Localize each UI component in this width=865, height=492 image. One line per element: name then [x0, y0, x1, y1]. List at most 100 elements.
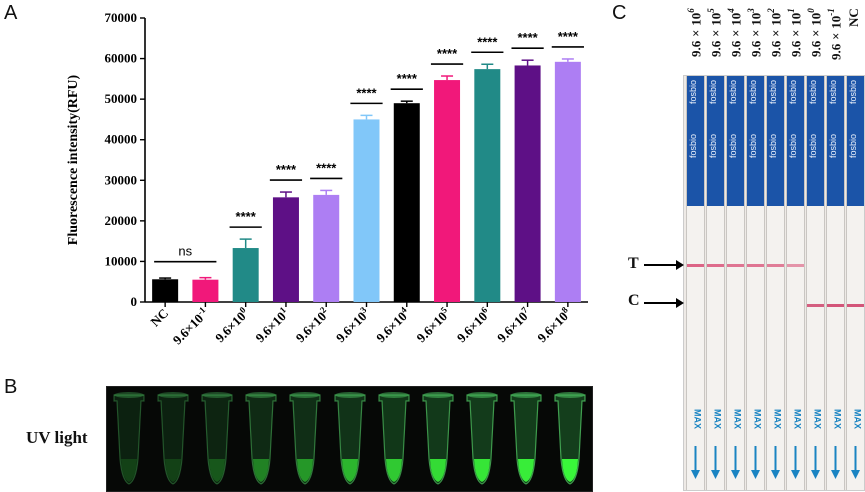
panel-label-b: B	[4, 376, 18, 398]
strip-label-exponent: -1	[825, 8, 836, 16]
y-tick-label: 20000	[105, 213, 138, 228]
bar-chart: 0 10000 20000 30000 40000 50000 60000 70000 Fluo…	[66, 10, 588, 347]
bar	[313, 194, 340, 302]
strip-brand-text: fosbio	[747, 80, 758, 105]
significance-label: ****	[276, 162, 297, 177]
strip-sample-pad	[806, 76, 824, 206]
test-strip: fosbio fosbio MAX	[745, 76, 765, 490]
x-tick-exponent: 1	[278, 304, 289, 315]
panel-label-c: C	[612, 2, 627, 24]
strip-t-line	[786, 264, 804, 267]
uv-tube	[377, 389, 411, 487]
test-strip: fosbio fosbio MAX	[845, 76, 864, 490]
strip-label-exponent: 1	[785, 8, 796, 13]
uv-tube	[553, 389, 587, 487]
strip-brand-text: fosbio	[687, 80, 698, 105]
strip-sample-pad	[726, 76, 744, 206]
y-tick-label: 0	[131, 294, 138, 309]
strip-label: 9.6×103	[745, 8, 763, 57]
uv-tube	[112, 389, 146, 487]
strip-sample-pad	[686, 76, 704, 206]
x-tick-exponent: 4	[398, 304, 409, 315]
strip-brand-text: fosbio	[827, 80, 838, 105]
strip-brand-text: fosbio	[687, 134, 698, 159]
strip-max-text: MAX	[852, 409, 863, 429]
strip-down-arrow-icon	[790, 446, 801, 480]
x-tick-exponent: 0	[237, 304, 248, 315]
x-tick-label: 9.6×105	[413, 304, 454, 345]
bar	[232, 248, 259, 302]
test-strip: fosbio fosbio MAX	[725, 76, 745, 490]
uv-tube	[244, 389, 278, 487]
strip-c-line	[826, 304, 844, 307]
test-strip: fosbio fosbio MAX	[685, 76, 705, 490]
strip-label: 9.6×104	[725, 8, 743, 57]
bar	[393, 103, 420, 302]
strip-max-text: MAX	[772, 409, 783, 429]
y-tick-label: 70000	[105, 10, 138, 25]
significance-label: ****	[236, 209, 257, 224]
x-tick-exponent: 3	[358, 304, 369, 315]
strip-sample-pad	[746, 76, 764, 206]
strip-label-exponent: 0	[805, 8, 816, 13]
x-tick-label: 9.6×100	[211, 304, 252, 345]
strip-label-exponent: 4	[725, 8, 736, 13]
x-tick-label: 9.6×102	[292, 304, 333, 345]
x-tick-exponent: 6	[479, 304, 490, 315]
x-tick-label: NC	[147, 306, 171, 330]
panel-label-a: A	[4, 2, 18, 24]
t-line-label: T	[628, 255, 639, 272]
bar	[272, 197, 299, 302]
uv-tube	[421, 389, 455, 487]
x-tick-label: 9.6×101	[252, 304, 293, 345]
strip-down-arrow-icon	[830, 446, 841, 480]
strip-label-exponent: 5	[705, 8, 716, 13]
strip-max-text: MAX	[692, 409, 703, 429]
strip-label: 9.6×106	[685, 8, 703, 57]
strip-t-line	[706, 264, 724, 267]
strip-label: 9.6×100	[805, 8, 823, 57]
strip-brand-text: fosbio	[707, 80, 718, 105]
strip-sample-pad	[786, 76, 804, 206]
bar	[514, 65, 541, 303]
strip-label: NC	[845, 8, 861, 27]
strip-down-arrow-icon	[810, 446, 821, 480]
uv-tube-photo	[106, 386, 593, 492]
strip-t-line	[746, 264, 764, 267]
strip-label-exponent: 3	[745, 8, 756, 13]
x-tick-label: 9.6×108	[534, 304, 575, 345]
x-tick-label: 9.6×106	[453, 304, 494, 345]
strip-brand-text: fosbio	[727, 80, 738, 105]
significance-label: ****	[356, 85, 377, 100]
strip-label: 9.6×101	[785, 8, 803, 57]
y-tick-label: 50000	[105, 91, 138, 106]
uv-tube	[288, 389, 322, 487]
strip-sample-pad	[766, 76, 784, 206]
test-strip: fosbio fosbio MAX	[825, 76, 845, 490]
uv-light-label: UV light	[26, 428, 88, 447]
test-strip: fosbio fosbio MAX	[765, 76, 785, 490]
strip-down-arrow-icon	[710, 446, 721, 480]
strip-brand-text: fosbio	[807, 80, 818, 105]
bar	[152, 279, 179, 302]
strip-max-text: MAX	[832, 409, 843, 429]
x-tick-label: 9.6×104	[372, 304, 413, 345]
strip-brand-text: fosbio	[847, 80, 858, 105]
test-strip: fosbio fosbio MAX	[785, 76, 805, 490]
strip-brand-text: fosbio	[767, 134, 778, 159]
strip-max-text: MAX	[752, 409, 763, 429]
strip-t-line	[686, 264, 704, 267]
uv-tube	[200, 389, 234, 487]
x-tick-label: 9.6×107	[493, 304, 534, 345]
bar	[434, 80, 461, 303]
x-tick-label: 9.6×103	[332, 304, 373, 345]
y-tick-label: 40000	[105, 132, 138, 147]
strip-max-text: MAX	[712, 409, 723, 429]
lateral-flow-strips-photo: fosbio fosbio MAX fosbio fosbio MAX fosbio fosb…	[683, 75, 865, 491]
strip-brand-text: fosbio	[727, 134, 738, 159]
significance-label: ****	[437, 46, 458, 61]
strip-down-arrow-icon	[850, 446, 861, 480]
strip-label: 9.6×102	[765, 8, 783, 57]
strip-t-line	[726, 264, 744, 267]
uv-tube	[465, 389, 499, 487]
